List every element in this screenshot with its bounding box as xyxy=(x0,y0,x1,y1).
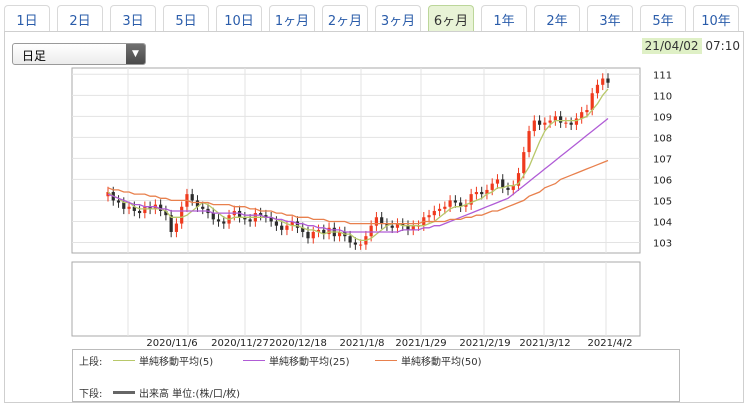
legend-ma25: 単純移動平均(25) xyxy=(243,353,350,368)
tab-12[interactable]: 5年 xyxy=(640,5,686,32)
tab-13[interactable]: 10年 xyxy=(693,5,739,32)
tab-10[interactable]: 2年 xyxy=(534,5,580,32)
timestamp: 21/04/02 07:10 xyxy=(641,38,740,54)
chart-type-value: 日足 xyxy=(22,49,47,63)
legend-ma25-label: 単純移動平均(25) xyxy=(269,357,350,368)
period-tabs: 1日 2日 3日 5日 10日 1ヶ月 2ヶ月 3ヶ月 6ヶ月 1年 2年 3年 5年 10年 xyxy=(0,0,750,32)
legend-volume-label: 出来高 単位:(株/口/枚) xyxy=(139,389,241,400)
legend-upper-label: 上段: xyxy=(79,357,103,368)
timestamp-time: 07:10 xyxy=(705,39,740,53)
tab-7[interactable]: 3ヶ月 xyxy=(375,5,421,32)
tab-5[interactable]: 1ヶ月 xyxy=(269,5,315,32)
legend-lower-label: 下段: xyxy=(79,389,103,400)
legend-ma25-line xyxy=(243,360,265,361)
legend-ma5-label: 単純移動平均(5) xyxy=(139,357,214,368)
legend-ma50-label: 単純移動平均(50) xyxy=(401,357,482,368)
chevron-down-icon[interactable]: ▼ xyxy=(126,44,145,64)
tab-9[interactable]: 1年 xyxy=(481,5,527,32)
tab-8[interactable]: 6ヶ月 xyxy=(428,5,474,32)
tab-3[interactable]: 5日 xyxy=(163,5,209,32)
legend-volume: 出来高 単位:(株/口/枚) xyxy=(113,385,240,400)
legend: 上段: 単純移動平均(5) 単純移動平均(25) 単純移動平均(50) 下段: … xyxy=(72,349,680,402)
tab-11[interactable]: 3年 xyxy=(587,5,633,32)
legend-ma5: 単純移動平均(5) xyxy=(113,353,213,368)
chart-panel xyxy=(4,31,744,403)
legend-ma50: 単純移動平均(50) xyxy=(375,353,482,368)
tab-4[interactable]: 10日 xyxy=(216,5,262,32)
tab-1[interactable]: 2日 xyxy=(57,5,103,32)
legend-volume-line xyxy=(113,391,135,394)
tab-6[interactable]: 2ヶ月 xyxy=(322,5,368,32)
timestamp-date: 21/04/02 xyxy=(641,38,702,54)
legend-ma5-line xyxy=(113,360,135,361)
tab-0[interactable]: 1日 xyxy=(4,5,50,32)
chart-type-select[interactable]: 日足 ▼ xyxy=(12,43,146,65)
legend-ma50-line xyxy=(375,360,397,361)
tab-2[interactable]: 3日 xyxy=(110,5,156,32)
